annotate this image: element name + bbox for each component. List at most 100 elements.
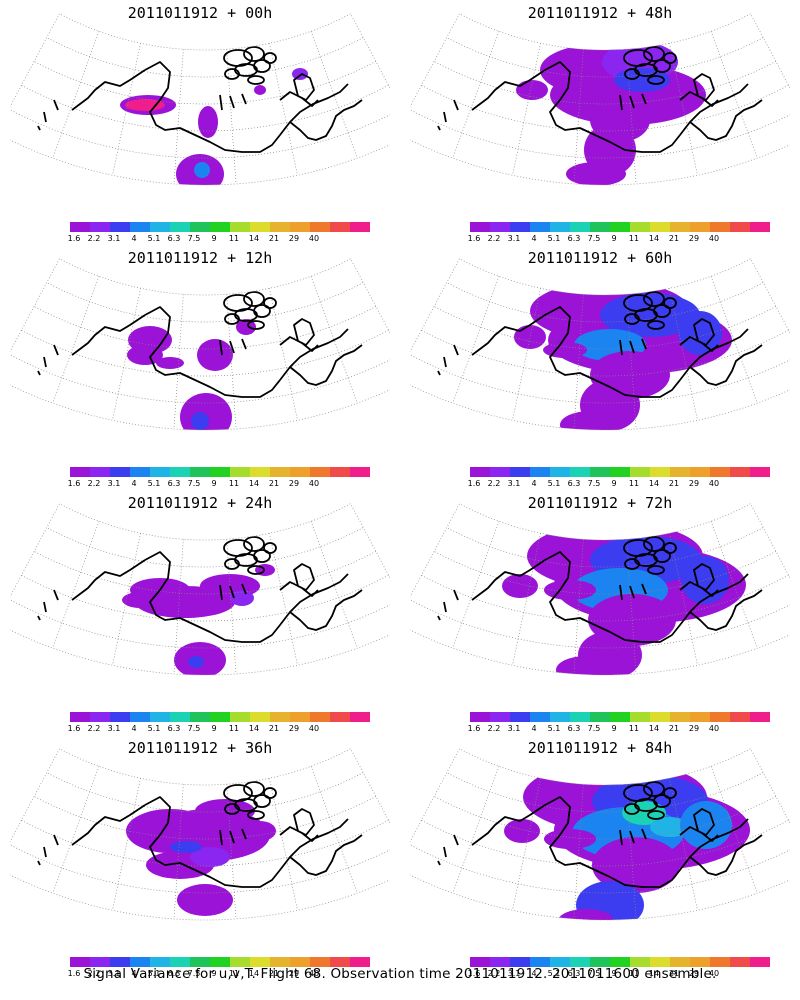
colorbar-tick-label: 1.6 (467, 724, 481, 733)
colorbar-tick-label: 2.2 (487, 724, 501, 733)
map-panel: 2011011912 + 48h 1.6 2.2 3.1 4 5.1 6.3 7.5 9 11 14… (410, 0, 790, 243)
colorbar-swatch (190, 957, 210, 967)
colorbar-tick-label: 11 (628, 234, 640, 243)
colorbar-swatch (230, 467, 250, 477)
colorbar-swatch (570, 222, 590, 232)
colorbar-swatch (70, 222, 90, 232)
colorbar (470, 957, 770, 967)
variance-region (576, 881, 644, 921)
colorbar-swatch (470, 222, 490, 232)
coastline (37, 536, 363, 643)
polar-map (10, 748, 390, 921)
colorbar-tick-labels: 1.6 2.2 3.1 4 5.1 6.3 7.5 9 11 14 21 29 40 (68, 969, 370, 979)
colorbar-swatch (270, 957, 290, 967)
colorbar-tick-label: 6.3 (167, 234, 181, 243)
variance-region (543, 342, 587, 358)
map-panel: 2011011912 + 12h 1.6 2.2 3.1 4 5.1 6.3 7.5 9 11 14… (10, 245, 390, 488)
colorbar-tick-label: 2.2 (87, 724, 101, 733)
graticule (410, 276, 790, 429)
colorbar-swatch (130, 957, 150, 967)
colorbar-tick-labels: 1.6 2.2 3.1 4 5.1 6.3 7.5 9 11 14 21 29 40 (467, 969, 770, 979)
colorbar-swatch (330, 957, 350, 967)
colorbar-swatch (290, 222, 310, 232)
colorbar-swatch (530, 222, 550, 232)
colorbar-swatch (250, 222, 270, 232)
colorbar-tick-label: 11 (628, 969, 640, 978)
colorbar-swatch (610, 222, 630, 232)
colorbar-swatch (250, 712, 270, 722)
colorbar-tick-label: 7.5 (187, 234, 201, 243)
colorbar-tick-label: 7.5 (587, 724, 601, 733)
colorbar (70, 222, 370, 232)
colorbar-tick-label: 40 (308, 969, 320, 978)
colorbar-tick-label: 40 (708, 234, 720, 243)
colorbar-swatch (190, 222, 210, 232)
variance-region (191, 412, 209, 430)
colorbar-tick-label: 40 (708, 479, 720, 488)
colorbar-tick-label: 5.1 (547, 479, 561, 488)
colorbar-tick-label: 11 (228, 724, 240, 733)
colorbar (70, 467, 370, 477)
map-boundary (10, 13, 390, 186)
colorbar-tick-label: 11 (228, 969, 240, 978)
colorbar (470, 467, 770, 477)
colorbar-swatch (590, 467, 610, 477)
colorbar-swatch (310, 467, 330, 477)
colorbar-tick-label: 21 (668, 479, 680, 488)
colorbar-tick-label: 3.1 (107, 724, 121, 733)
colorbar-tick-label: 6.3 (567, 724, 581, 733)
colorbar-swatch (110, 957, 130, 967)
colorbar-swatch (210, 957, 230, 967)
coastline (37, 781, 363, 888)
colorbar-tick-label: 1.6 (467, 479, 481, 488)
variance-region (198, 106, 218, 138)
colorbar-swatch (610, 712, 630, 722)
colorbar-swatch (150, 957, 170, 967)
colorbar-swatch (490, 712, 510, 722)
colorbar-swatch (130, 712, 150, 722)
colorbar-swatch (70, 467, 90, 477)
panel-title: 2011011912 + 12h (127, 249, 273, 267)
colorbar-swatch (690, 712, 710, 722)
colorbar-tick-label: 1.6 (467, 969, 481, 978)
colorbar-swatch (750, 957, 770, 967)
colorbar-tick-label: 2.2 (87, 479, 101, 488)
variance-region (502, 574, 538, 598)
panel-title: 2011011912 + 00h (127, 4, 273, 22)
colorbar-swatch (510, 222, 530, 232)
colorbar-swatch (130, 467, 150, 477)
colorbar-swatch (570, 957, 590, 967)
colorbar-swatch (630, 957, 650, 967)
colorbar-tick-label: 4 (131, 724, 137, 733)
map-boundary (10, 503, 390, 676)
colorbar-tick-label: 3.1 (507, 234, 521, 243)
graticule (10, 766, 390, 919)
colorbar-tick-label: 3.1 (107, 479, 121, 488)
colorbar-tick-label: 29 (688, 479, 700, 488)
variance-region (197, 339, 233, 371)
colorbar-tick-label: 29 (688, 724, 700, 733)
colorbar-swatch (470, 712, 490, 722)
colorbar-tick-label: 21 (668, 969, 680, 978)
panel-title: 2011011912 + 84h (527, 739, 673, 757)
colorbar-tick-label: 3.1 (107, 969, 121, 978)
polar-map (410, 13, 790, 186)
panel-title: 2011011912 + 48h (527, 4, 673, 22)
colorbar-tick-label: 9 (611, 234, 617, 243)
colorbar-tick-label: 11 (228, 234, 240, 243)
colorbar-swatch (730, 467, 750, 477)
colorbar-swatch (610, 957, 630, 967)
polar-map (410, 258, 790, 431)
colorbar-tick-label: 1.6 (67, 234, 81, 243)
variance-region (556, 656, 616, 676)
map-panel: 2011011912 + 84h 1.6 2.2 3.1 4 5.1 6.3 7.5 9 11 14… (410, 735, 790, 978)
colorbar-tick-label: 14 (248, 969, 260, 978)
colorbar-swatch (330, 712, 350, 722)
variance-region (681, 556, 729, 604)
graticule (10, 276, 390, 429)
colorbar-swatch (290, 712, 310, 722)
colorbar-tick-label: 3.1 (507, 479, 521, 488)
map-panel: 2011011912 + 24h 1.6 2.2 3.1 4 5.1 6.3 7.5 9 11 14… (10, 490, 390, 733)
colorbar-tick-label: 5.1 (547, 724, 561, 733)
colorbar-tick-label: 7.5 (587, 969, 601, 978)
